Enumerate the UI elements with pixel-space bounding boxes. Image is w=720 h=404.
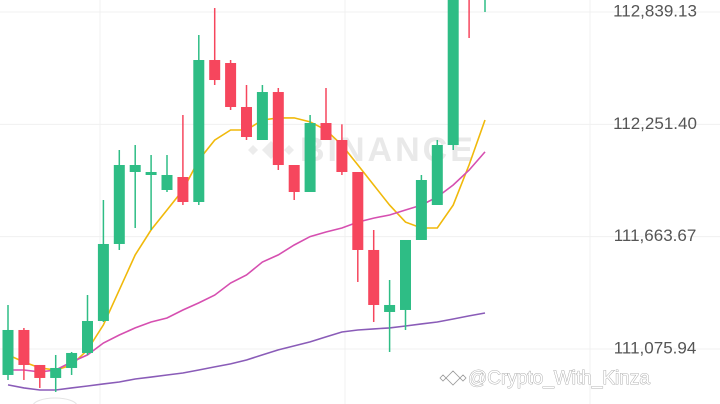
candle-body — [66, 352, 78, 368]
y-tick-label: 111,075.94 — [614, 338, 697, 357]
watermark-logo — [248, 141, 294, 159]
candle-body — [161, 174, 173, 190]
candle-body — [447, 0, 459, 146]
candle-body — [431, 145, 443, 206]
candle-body — [2, 329, 14, 375]
candle-body — [288, 165, 300, 193]
candle-body — [50, 367, 62, 378]
y-tick-label: 112,839.13 — [613, 1, 697, 20]
candle-body — [384, 304, 396, 312]
candle-body — [129, 165, 141, 172]
y-tick-label: 112,251.40 — [613, 114, 697, 133]
credit: @Crypto_With_Kinza — [468, 368, 650, 389]
candle-body — [272, 92, 284, 166]
candle-body — [145, 171, 157, 175]
moving-average-line — [8, 151, 486, 373]
candle-body — [415, 180, 427, 240]
y-tick-label: 111,663.67 — [614, 226, 697, 245]
candle-body — [320, 123, 332, 141]
candle-body — [97, 243, 109, 321]
decoration — [33, 397, 77, 404]
candle-body — [368, 249, 380, 305]
candle-body — [177, 177, 189, 202]
candle-body — [209, 60, 221, 81]
candle-body — [113, 165, 125, 244]
candles — [2, 0, 486, 392]
candle-body — [34, 364, 46, 378]
candle-body — [18, 329, 30, 365]
candle-body — [225, 63, 237, 108]
candle-body — [336, 140, 348, 172]
candle-body — [352, 171, 364, 250]
candle-body — [400, 239, 411, 310]
credit-logo — [439, 370, 467, 386]
y-axis: 112,839.13 112,251.40 111,663.67 111,075.94 — [613, 1, 697, 357]
moving-average-line — [7, 312, 486, 391]
vertical-grid — [99, 0, 591, 404]
candle-body — [241, 107, 252, 138]
candle-body — [82, 320, 93, 353]
credit-group: @Crypto_With_Kinza — [439, 368, 651, 389]
candle-body — [256, 92, 268, 141]
candle-body — [304, 123, 316, 193]
candle-body — [193, 60, 205, 202]
